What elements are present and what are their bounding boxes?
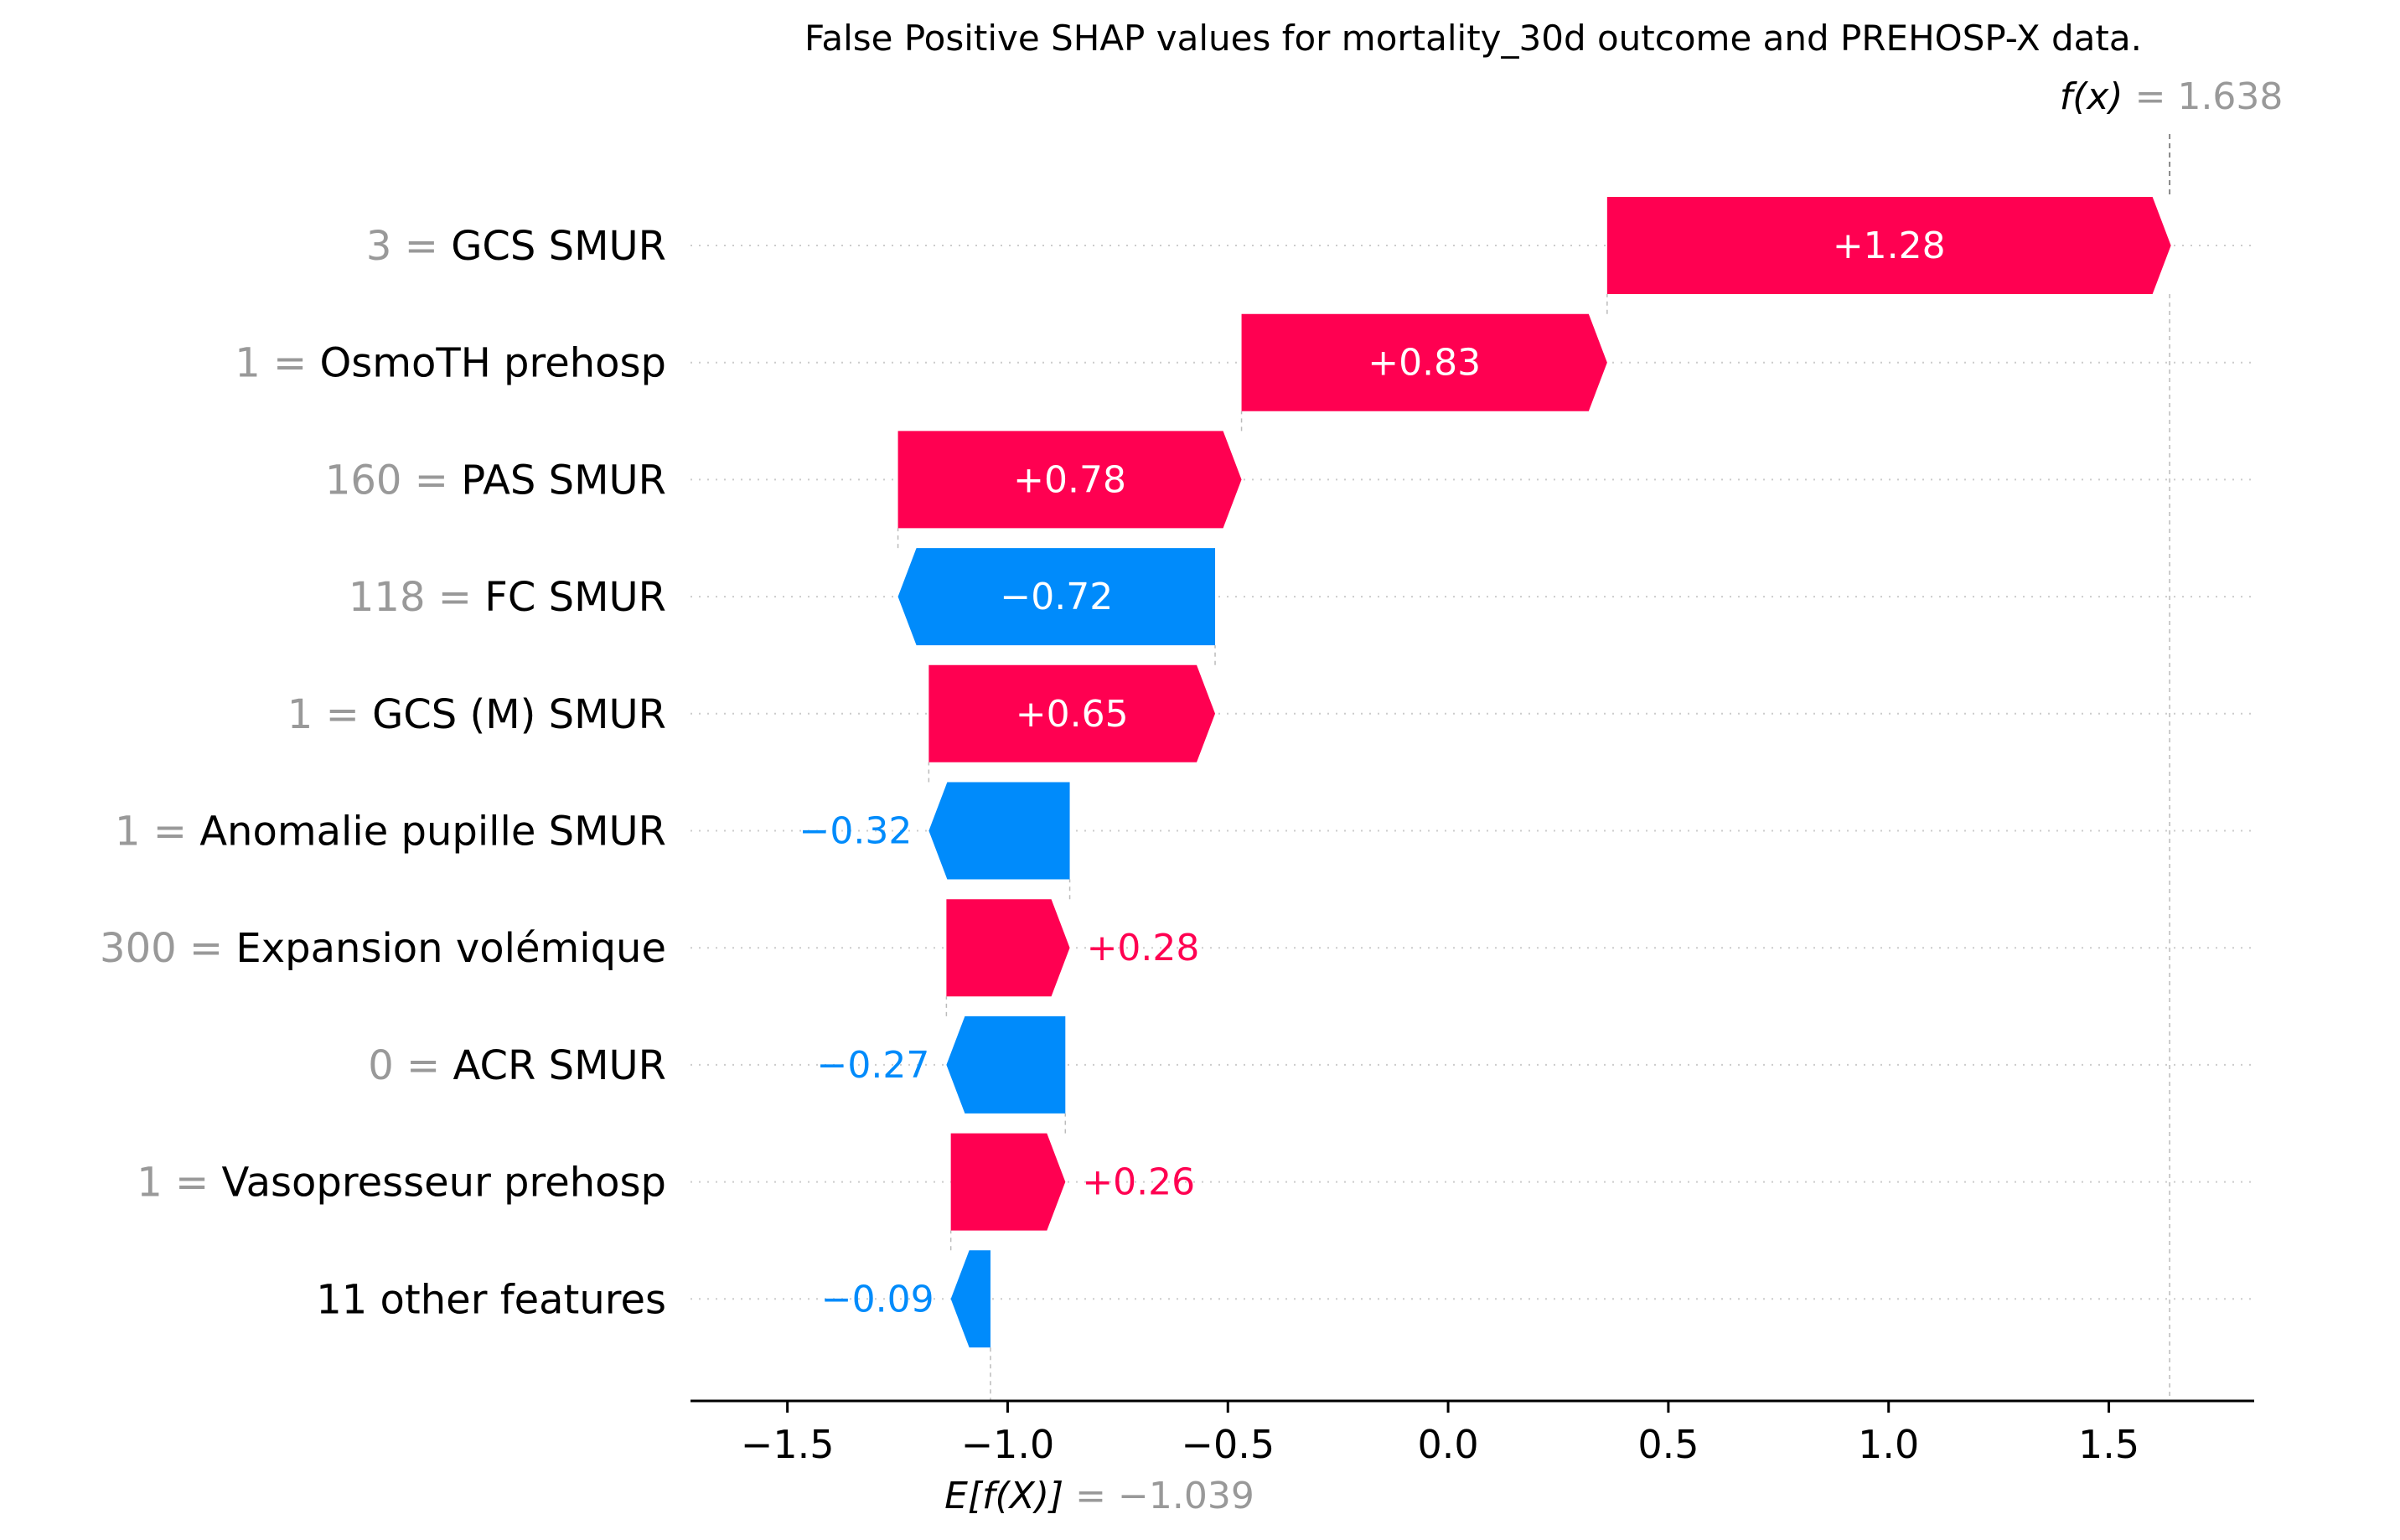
base-value: = −1.039 [1075,1475,1254,1517]
feature-label: 3 = GCS SMUR [366,223,666,270]
data-label: +0.28 [1087,927,1200,969]
shap-bar [950,1133,1066,1231]
shap-bar [946,899,1070,997]
feature-name: Vasopresseur prehosp [222,1160,666,1207]
x-tick-label: 0.0 [1418,1422,1479,1467]
feature-label: 1 = GCS (M) SMUR [287,691,666,738]
feature-label: 11 other features [316,1276,666,1323]
feature-value: 1 = [235,340,319,387]
base-label: E[f(X)] [944,1475,1075,1517]
output-value-label: f(x) = 1.638 [2060,75,2284,118]
data-label: −0.09 [821,1278,934,1320]
feature-label: 118 = FC SMUR [349,574,666,621]
chart-title: False Positive SHAP values for mortality… [804,18,2142,59]
x-axis: −1.5 −1.0 −0.5 0.0 0.5 1.0 1.5 f(x) = 1.638 E[f(… [691,75,2283,1517]
feature-name: Anomalie pupille SMUR [199,809,666,855]
feature-name: PAS SMUR [461,457,666,504]
shap-bar [928,664,1216,762]
output-label: f(x) [2060,75,2135,118]
feature-label: 300 = Expansion volémique [100,925,666,972]
data-label: −0.32 [799,810,913,853]
feature-label: 1 = Vasopresseur prehosp [137,1160,666,1207]
feature-name: GCS (M) SMUR [372,691,666,738]
feature-label: 1 = OsmoTH prehosp [235,340,666,387]
feature-value: 1 = [287,691,372,738]
x-tick-label: 0.5 [1637,1422,1699,1467]
shap-bar [946,1015,1066,1114]
x-tick-label: 1.5 [2078,1422,2139,1467]
feature-name: 11 other features [316,1276,666,1323]
data-label: +0.65 [1016,693,1129,736]
shap-bar [897,548,1216,646]
feature-value: 160 = [325,457,461,504]
shap-bar [897,431,1242,529]
feature-value: 0 = [368,1042,453,1089]
data-label: −0.72 [1000,576,1113,618]
data-label: +0.83 [1368,342,1481,385]
feature-name: FC SMUR [484,574,666,621]
x-tick-label: 1.0 [1858,1422,1919,1467]
data-label: +0.78 [1013,458,1126,501]
feature-label: 0 = ACR SMUR [368,1042,666,1089]
data-label: +0.26 [1082,1161,1195,1204]
x-tick-label: −1.5 [741,1422,835,1467]
feature-name: GCS SMUR [451,223,666,270]
feature-name: ACR SMUR [453,1042,666,1089]
shap-bar [1241,313,1607,411]
output-value: = 1.638 [2135,75,2284,118]
feature-value: 118 = [349,574,484,621]
x-tick-label: −1.0 [961,1422,1055,1467]
feature-value: 1 = [115,809,199,855]
data-label: +1.28 [1833,225,1946,267]
x-tick-label: −0.5 [1181,1422,1275,1467]
feature-name: OsmoTH prehosp [319,340,666,387]
shap-bar [1606,197,2171,294]
feature-label: 1 = Anomalie pupille SMUR [115,809,666,855]
feature-name: Expansion volémique [235,925,666,972]
shap-bar [928,782,1070,880]
base-value-label: E[f(X)] = −1.039 [944,1475,1254,1517]
shap-bar [950,1250,991,1348]
feature-value: 300 = [100,925,235,972]
connector-lines [897,134,2171,1401]
feature-labels: 3 = GCS SMUR 1 = OsmoTH prehosp 160 = PAS … [100,223,666,1323]
feature-value: 1 = [137,1160,221,1207]
feature-value: 3 = [366,223,451,270]
bars: +1.28 +0.83 +0.78 −0.72 +0.65 −0.32 +0.28 −0.27… [799,197,2171,1348]
data-label: −0.27 [817,1044,930,1087]
feature-label: 160 = PAS SMUR [325,457,666,504]
